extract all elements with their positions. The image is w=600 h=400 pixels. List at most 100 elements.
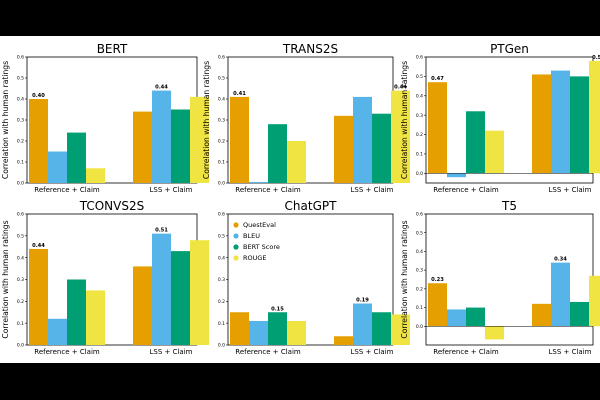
bar xyxy=(152,233,171,345)
bar xyxy=(589,60,600,174)
bar xyxy=(466,307,485,327)
bar xyxy=(391,90,410,183)
bar xyxy=(353,303,372,345)
bar xyxy=(287,320,306,345)
x-category-label: Reference + Claim xyxy=(235,348,301,356)
y-axis-label: Correlation with human ratings xyxy=(400,61,409,179)
subplot-2: 0.0 0.1 0.2 0.3 0.4 0.5 0.6 PTGen Correlation wi… xyxy=(400,42,600,194)
y-tick-label: 0.0 xyxy=(218,181,225,187)
y-tick-label: 0.4 xyxy=(218,97,225,103)
bar xyxy=(86,290,105,345)
bar xyxy=(48,318,67,345)
subplot-5: 0.0 0.1 0.2 0.3 0.4 0.5 0.6 T5 Correlation with … xyxy=(400,199,600,356)
data-label: 0.23 xyxy=(431,277,444,283)
data-label: 0.47 xyxy=(431,76,444,82)
bar xyxy=(249,320,268,345)
y-tick-label: 0.5 xyxy=(218,233,225,239)
legend-marker xyxy=(233,244,239,250)
bar xyxy=(570,301,589,327)
bar xyxy=(551,70,570,174)
bar xyxy=(29,99,48,183)
data-label: 0.19 xyxy=(356,298,369,304)
data-label: 0.58 xyxy=(592,55,600,61)
bar xyxy=(249,181,268,183)
x-category-label: Reference + Claim xyxy=(235,186,301,194)
legend-marker xyxy=(233,255,239,261)
subplot-0: 0.0 0.1 0.2 0.3 0.4 0.5 0.6 BERT Correlation wit… xyxy=(1,42,209,194)
y-tick-label: 0.0 xyxy=(218,343,225,349)
y-tick-label: 0.0 xyxy=(416,171,423,177)
subplot-4: 0.0 0.1 0.2 0.3 0.4 0.5 0.6 ChatGPT Reference + … xyxy=(218,199,410,356)
bar xyxy=(532,74,551,174)
y-tick-label: 0.5 xyxy=(17,233,24,239)
data-label: 0.15 xyxy=(271,306,284,312)
bar xyxy=(485,130,504,174)
y-tick-label: 0.6 xyxy=(416,212,423,218)
legend-marker xyxy=(233,233,239,239)
bar xyxy=(447,309,466,327)
legend-label: QuestEval xyxy=(243,221,276,229)
data-label: 0.44 xyxy=(32,243,45,249)
bar xyxy=(391,314,410,345)
y-tick-label: 0.5 xyxy=(416,74,423,80)
y-tick-label: 0.2 xyxy=(218,299,225,305)
y-axis-label: Correlation with human ratings xyxy=(1,220,10,338)
bar xyxy=(589,275,600,327)
data-label: 0.40 xyxy=(32,93,45,99)
y-tick-label: 0.2 xyxy=(416,286,423,292)
bar xyxy=(353,96,372,183)
bar xyxy=(190,96,209,183)
subplot-title: BERT xyxy=(97,42,128,56)
y-tick-label: 0.4 xyxy=(218,255,225,261)
y-tick-label: 0.4 xyxy=(17,255,24,261)
data-label: 0.34 xyxy=(554,257,567,263)
bar xyxy=(570,76,589,174)
bar xyxy=(428,82,447,174)
y-tick-label: 0.3 xyxy=(416,113,423,119)
bar xyxy=(551,262,570,327)
bar xyxy=(268,124,287,183)
figure-panel: 0.0 0.1 0.2 0.3 0.4 0.5 0.6 BERT Correlation wit… xyxy=(0,36,600,363)
bar xyxy=(171,251,190,345)
bar xyxy=(171,109,190,183)
y-tick-label: 0.0 xyxy=(17,181,24,187)
y-axis-label: Correlation with human ratings xyxy=(1,61,10,179)
chart-grid: 0.0 0.1 0.2 0.3 0.4 0.5 0.6 BERT Correlation wit… xyxy=(1,42,600,356)
bar xyxy=(334,115,353,183)
y-tick-label: 0.0 xyxy=(17,343,24,349)
bar xyxy=(334,336,353,345)
y-tick-label: 0.6 xyxy=(17,55,24,61)
bar xyxy=(133,266,152,345)
x-category-label: Reference + Claim xyxy=(34,186,100,194)
legend-marker xyxy=(233,222,239,228)
bar xyxy=(133,111,152,183)
legend: QuestEval BLEU BERT Score ROUGE xyxy=(233,221,280,262)
subplot-title: PTGen xyxy=(490,42,529,56)
y-tick-label: 0.6 xyxy=(218,212,225,218)
bar xyxy=(372,113,391,183)
y-tick-label: 0.5 xyxy=(218,76,225,82)
y-tick-label: 0.2 xyxy=(416,132,423,138)
subplot-3: 0.0 0.1 0.2 0.3 0.4 0.5 0.6 TCONVS2S Correlation… xyxy=(1,199,209,356)
bar xyxy=(86,168,105,183)
subplot-title: TCONVS2S xyxy=(79,199,145,213)
bar xyxy=(532,303,551,327)
bar xyxy=(230,96,249,183)
legend-label: BERT Score xyxy=(243,243,280,251)
data-label: 0.44 xyxy=(155,85,168,91)
bar xyxy=(67,279,86,345)
data-label: 0.51 xyxy=(155,228,168,234)
x-category-label: LSS + Claim xyxy=(549,186,592,194)
bar xyxy=(287,141,306,183)
y-tick-label: 0.4 xyxy=(416,249,423,255)
bar xyxy=(485,326,504,340)
y-axis-label: Correlation with human ratings xyxy=(400,220,409,338)
legend-label: ROUGE xyxy=(243,254,267,262)
x-category-label: LSS + Claim xyxy=(150,348,193,356)
y-tick-label: 0.6 xyxy=(17,212,24,218)
legend-label: BLEU xyxy=(243,232,260,240)
y-tick-label: 0.0 xyxy=(416,324,423,330)
subplot-title: TRANS2S xyxy=(282,42,338,56)
x-category-label: LSS + Claim xyxy=(351,348,394,356)
